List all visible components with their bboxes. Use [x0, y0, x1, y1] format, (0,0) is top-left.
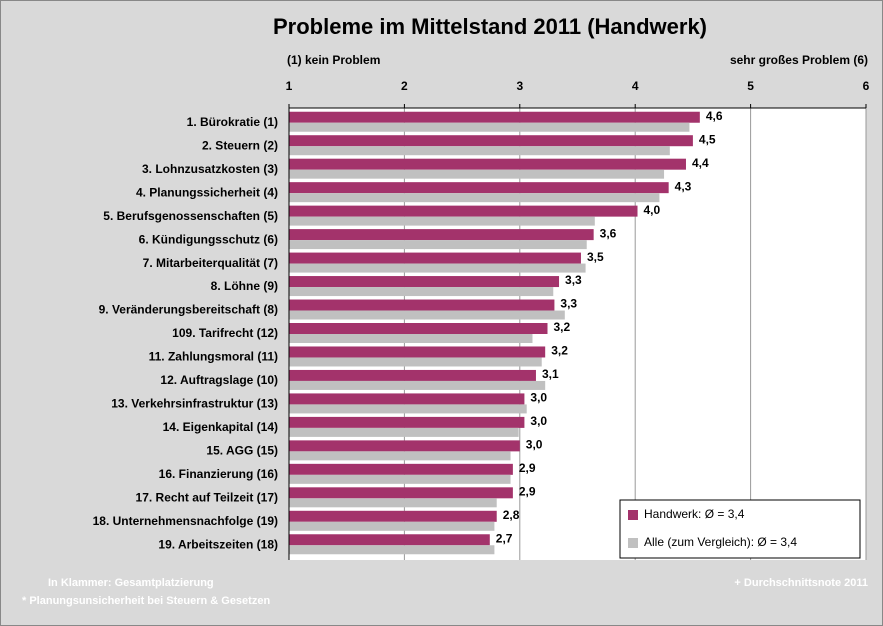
- bar: [289, 521, 495, 531]
- y-tick-label: 16. Finanzierung (16): [159, 467, 278, 481]
- bar: [289, 216, 595, 226]
- chart-title: Probleme im Mittelstand 2011 (Handwerk): [273, 14, 707, 39]
- bar: [289, 323, 548, 334]
- y-tick-label: 19. Arbeitszeiten (18): [158, 537, 278, 551]
- data-label: 3,0: [526, 438, 543, 452]
- bar: [289, 357, 542, 367]
- data-label: 4,4: [692, 156, 709, 170]
- bar: [289, 240, 587, 250]
- data-label: 3,1: [542, 367, 559, 381]
- axis-label-right: sehr großes Problem (6): [730, 53, 868, 67]
- bar: [289, 380, 546, 390]
- data-label: 2,9: [519, 484, 536, 498]
- y-tick-label: 12. Auftragslage (10): [160, 373, 278, 387]
- bar: [289, 451, 511, 461]
- data-label: 3,0: [530, 391, 547, 405]
- bar: [289, 416, 525, 428]
- legend-box: [619, 499, 861, 559]
- x-tick-label: 6: [863, 79, 870, 93]
- data-label: 2,9: [519, 461, 536, 475]
- bar: [289, 427, 519, 437]
- y-tick-label: 3. Lohnzusatzkosten (3): [142, 162, 278, 176]
- data-label: 3,3: [560, 297, 577, 311]
- bar: [289, 498, 497, 508]
- note: + Durchschnittsnote 2011: [734, 577, 868, 589]
- bar: [289, 346, 546, 358]
- data-label: 3,6: [600, 226, 617, 240]
- data-label: 4,5: [699, 132, 716, 146]
- bar: [289, 158, 686, 170]
- legend-label: Handwerk: Ø = 3,4: [644, 507, 745, 521]
- bar: [289, 534, 490, 546]
- x-tick-label: 1: [286, 79, 293, 93]
- bar: [289, 182, 669, 194]
- bar: [289, 122, 690, 132]
- bar: [289, 310, 565, 320]
- data-label: 4,0: [644, 203, 661, 217]
- x-tick-label: 2: [401, 79, 408, 93]
- y-tick-label: 2. Steuern (2): [202, 138, 278, 152]
- data-label: 4,3: [675, 179, 692, 193]
- y-tick-label: 15. AGG (15): [206, 444, 278, 458]
- x-tick-label: 3: [516, 79, 523, 93]
- legend-label: Alle (zum Vergleich): Ø = 3,4: [644, 535, 797, 549]
- data-label: 4,6: [706, 109, 723, 123]
- bar: [289, 440, 520, 452]
- x-tick-label: 4: [632, 79, 639, 93]
- y-tick-label: 7. Mitarbeiterqualität (7): [143, 256, 278, 270]
- y-tick-label: 17. Recht auf Teilzeit (17): [136, 490, 278, 504]
- bar: [289, 135, 693, 147]
- x-tick-label: 5: [747, 79, 754, 93]
- note: * Planungsunsicherheit bei Steuern & Ges…: [22, 595, 270, 607]
- y-tick-label: 11. Zahlungsmoral (11): [149, 350, 278, 364]
- y-tick-label: 18. Unternehmensnachfolge (19): [93, 514, 278, 528]
- y-tick-label: 9. Veränderungsbereitschaft (8): [99, 303, 278, 317]
- y-tick-label: 109. Tarifrecht (12): [172, 326, 278, 340]
- y-tick-label: 13. Verkehrsinfrastruktur (13): [111, 397, 278, 411]
- bar: [289, 393, 525, 405]
- bar: [289, 252, 581, 264]
- y-tick-label: 1. Bürokratie (1): [187, 115, 278, 129]
- bar: [289, 369, 536, 381]
- y-tick-label: 4. Planungssicherheit (4): [136, 185, 278, 199]
- bar: [289, 287, 554, 297]
- bar: [289, 334, 533, 343]
- bar: [289, 193, 660, 203]
- bar: [289, 463, 513, 475]
- y-tick-label: 5. Berufsgenossenschaften (5): [103, 209, 278, 223]
- y-tick-label: 14. Eigenkapital (14): [163, 420, 278, 434]
- bar: [289, 545, 495, 555]
- bar: [289, 111, 700, 123]
- note: In Klammer: Gesamtplatzierung: [48, 577, 214, 589]
- data-label: 3,2: [553, 320, 570, 334]
- legend-swatch: [628, 538, 638, 548]
- bar: [289, 169, 665, 179]
- bar: [289, 487, 513, 499]
- bar: [289, 510, 497, 522]
- legend-swatch: [628, 510, 638, 520]
- y-tick-label: 6. Kündigungsschutz (6): [139, 232, 278, 246]
- axis-label-left: (1) kein Problem: [287, 53, 380, 67]
- bar: [289, 205, 638, 217]
- bar: [289, 276, 560, 288]
- bar: [289, 263, 586, 273]
- bar: [289, 474, 511, 484]
- data-label: 2,7: [496, 531, 513, 545]
- bar: [289, 146, 670, 156]
- bar: [289, 404, 527, 414]
- y-tick-label: 8. Löhne (9): [211, 279, 278, 293]
- data-label: 3,3: [565, 273, 582, 287]
- data-label: 3,2: [551, 344, 568, 358]
- bar: [289, 229, 594, 241]
- bar: [289, 299, 555, 311]
- data-label: 3,0: [530, 414, 547, 428]
- data-label: 3,5: [587, 250, 604, 264]
- data-label: 2,8: [503, 508, 520, 522]
